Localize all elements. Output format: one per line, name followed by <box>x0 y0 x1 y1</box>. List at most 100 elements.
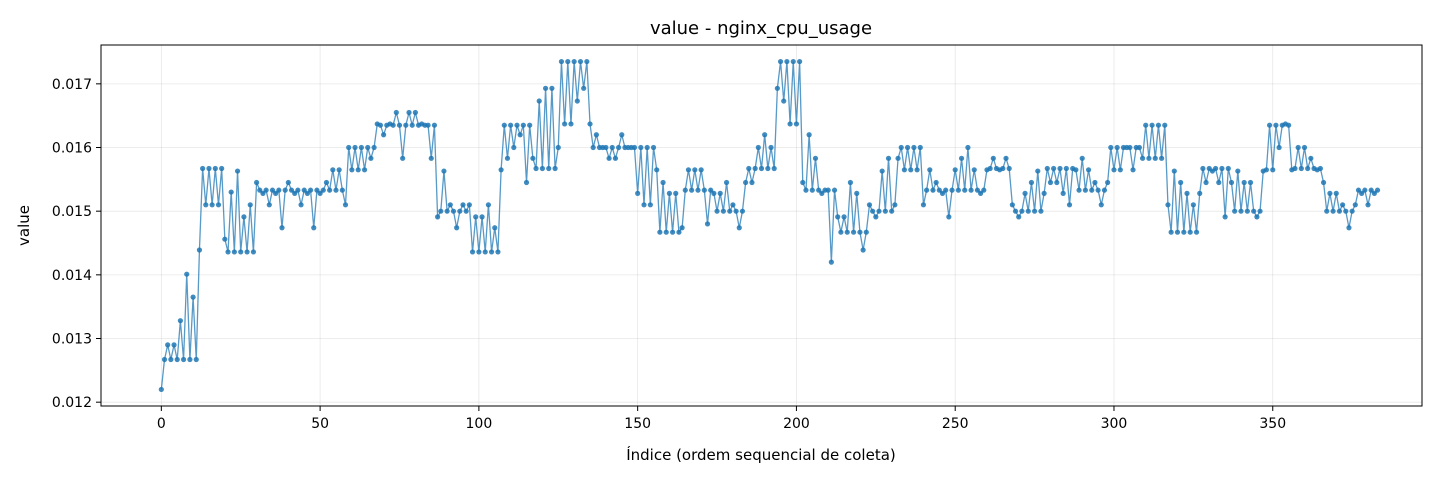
data-point <box>682 187 688 193</box>
data-point <box>263 187 269 193</box>
data-point <box>301 187 307 193</box>
data-point <box>234 168 241 174</box>
data-point <box>206 165 212 172</box>
data-point <box>355 167 361 173</box>
data-point <box>403 122 409 128</box>
data-point <box>1047 179 1054 186</box>
data-point <box>593 132 599 138</box>
data-point <box>1003 155 1009 161</box>
data-point <box>1317 165 1323 172</box>
data-point <box>835 214 841 220</box>
data-point <box>187 356 193 363</box>
data-point <box>946 214 952 220</box>
data-point <box>177 318 183 324</box>
data-point <box>514 122 520 128</box>
data-point <box>260 190 266 196</box>
data-point <box>920 202 927 208</box>
data-point <box>933 179 939 186</box>
data-point <box>365 144 371 151</box>
data-point <box>1073 167 1079 173</box>
data-point <box>431 122 438 128</box>
data-point <box>501 122 507 128</box>
data-point <box>1127 144 1133 151</box>
data-point <box>1270 167 1276 173</box>
data-point <box>1035 168 1041 174</box>
series-line <box>160 61 1379 390</box>
data-point <box>1016 214 1022 220</box>
data-point <box>1190 202 1196 208</box>
data-point <box>860 247 866 253</box>
data-point <box>368 155 374 161</box>
data-point <box>911 144 917 151</box>
data-point <box>314 187 320 193</box>
data-point <box>165 342 171 348</box>
data-point <box>1187 229 1193 235</box>
data-point <box>254 179 260 186</box>
data-point <box>847 179 854 186</box>
data-point <box>714 208 720 214</box>
data-point <box>527 122 533 128</box>
data-point <box>558 58 565 65</box>
data-point <box>219 165 225 172</box>
data-point <box>701 187 707 193</box>
data-point <box>333 187 339 193</box>
data-point <box>266 202 272 208</box>
y-tick-label: 0.013 <box>52 332 92 348</box>
data-point <box>209 202 215 208</box>
data-point <box>587 121 593 127</box>
data-point <box>1349 208 1355 214</box>
data-point <box>987 165 993 172</box>
data-point <box>958 155 965 161</box>
data-point <box>346 144 352 151</box>
data-point <box>673 190 679 196</box>
data-point <box>282 187 288 193</box>
data-point <box>396 122 403 128</box>
data-point <box>943 187 949 193</box>
data-point <box>635 190 641 196</box>
data-point <box>1225 165 1231 172</box>
data-point <box>692 167 698 173</box>
data-point <box>1333 190 1339 196</box>
data-point <box>669 229 676 235</box>
data-point <box>965 144 971 151</box>
data-point <box>800 179 806 186</box>
series-points <box>158 58 1381 393</box>
data-point <box>866 202 873 208</box>
data-point <box>654 167 660 173</box>
data-point <box>323 179 330 186</box>
data-point <box>809 187 815 193</box>
data-point <box>180 356 187 363</box>
data-point <box>158 386 164 393</box>
data-point <box>358 144 364 151</box>
data-point <box>349 167 355 173</box>
data-point <box>304 190 311 196</box>
x-tick-label: 0 <box>157 416 166 432</box>
data-point <box>203 202 209 208</box>
data-point <box>1244 208 1250 214</box>
data-point <box>1273 122 1279 128</box>
data-point <box>1079 155 1085 161</box>
x-tick-label: 150 <box>624 416 651 432</box>
data-point <box>222 236 228 242</box>
data-point <box>476 249 482 255</box>
data-point <box>978 190 984 196</box>
data-point <box>1193 229 1200 235</box>
data-point <box>1368 187 1374 193</box>
data-point <box>361 167 368 173</box>
data-point <box>850 229 857 235</box>
data-point <box>168 356 174 363</box>
data-point <box>1022 190 1028 196</box>
data-point <box>190 294 196 300</box>
data-point <box>533 165 539 172</box>
data-point <box>1228 179 1235 186</box>
data-point <box>574 98 580 104</box>
data-point <box>711 190 717 196</box>
data-point <box>1235 168 1241 174</box>
data-point <box>863 229 869 235</box>
data-point <box>1374 187 1381 193</box>
data-point <box>1359 190 1365 196</box>
data-point <box>1200 165 1206 172</box>
data-point <box>1028 179 1035 186</box>
data-point <box>663 229 669 235</box>
